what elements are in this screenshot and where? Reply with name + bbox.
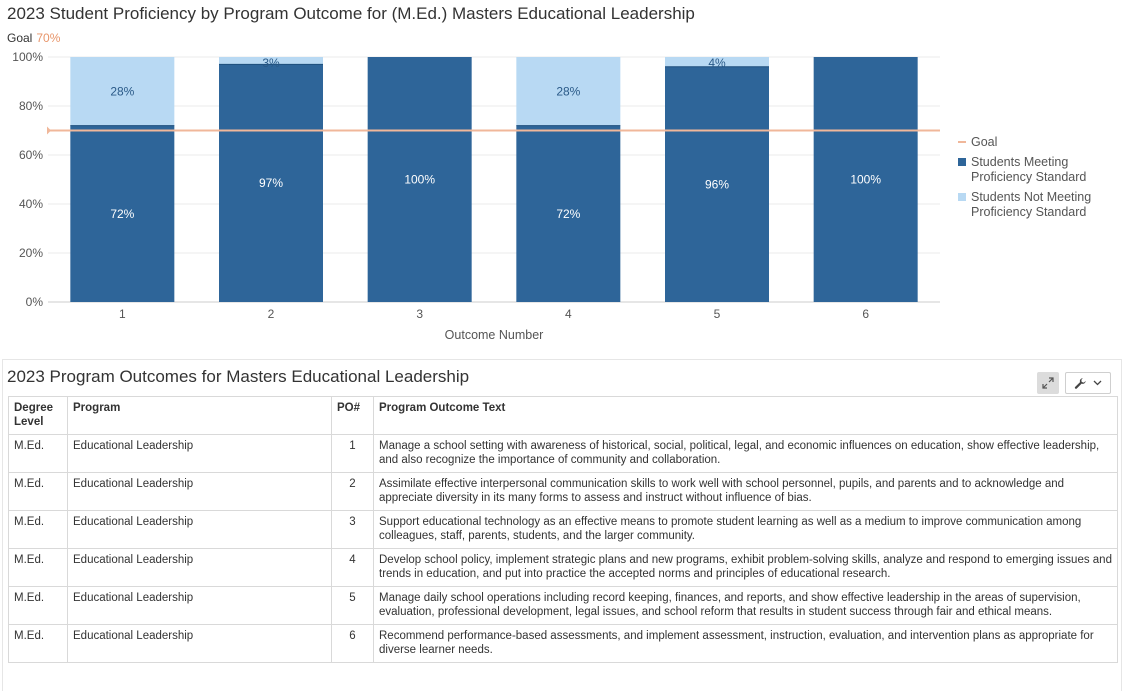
data-label-not-meeting: 28% bbox=[110, 84, 134, 98]
x-tick-label: 2 bbox=[268, 307, 275, 321]
bar-not-meeting bbox=[665, 57, 769, 67]
x-tick-label: 4 bbox=[565, 307, 572, 321]
legend-goal-label: Goal bbox=[971, 135, 997, 149]
cell-outcome-text: Assimilate effective interpersonal commu… bbox=[373, 472, 1118, 511]
cell-outcome-text: Manage daily school operations including… bbox=[373, 586, 1118, 625]
table-row: M.Ed. Educational Leadership 2 Assimilat… bbox=[8, 472, 1118, 511]
cell-po-number: 4 bbox=[331, 548, 374, 587]
header-po-number: PO# bbox=[331, 396, 374, 435]
cell-outcome-text: Manage a school setting with awareness o… bbox=[373, 434, 1118, 473]
legend-meeting-swatch bbox=[958, 158, 966, 166]
y-tick-label: 100% bbox=[12, 50, 43, 64]
outcomes-panel: 2023 Program Outcomes for Masters Educat… bbox=[2, 359, 1122, 691]
settings-menu-button[interactable] bbox=[1065, 372, 1111, 394]
y-tick-label: 20% bbox=[19, 246, 43, 260]
table-row: M.Ed. Educational Leadership 1 Manage a … bbox=[8, 434, 1118, 473]
y-tick-label: 80% bbox=[19, 99, 43, 113]
bar-not-meeting bbox=[516, 57, 621, 126]
x-tick-label: 3 bbox=[416, 307, 423, 321]
bar-meeting bbox=[70, 125, 175, 302]
data-label-not-meeting: 28% bbox=[556, 84, 580, 98]
goal-label: Goal bbox=[7, 31, 33, 45]
bar-meeting bbox=[219, 64, 323, 302]
cell-po-number: 1 bbox=[331, 434, 374, 473]
legend-label-line: Proficiency Standard bbox=[971, 205, 1086, 219]
cell-degree-level: M.Ed. bbox=[8, 472, 68, 511]
cell-program: Educational Leadership bbox=[67, 548, 332, 587]
table-header-row: Degree Level Program PO# Program Outcome… bbox=[8, 396, 1118, 435]
cell-po-number: 2 bbox=[331, 472, 374, 511]
legend-label-line: Students Meeting bbox=[971, 155, 1068, 169]
bar-meeting bbox=[367, 57, 472, 302]
cell-degree-level: M.Ed. bbox=[8, 434, 68, 473]
cell-degree-level: M.Ed. bbox=[8, 624, 68, 663]
cell-po-number: 3 bbox=[331, 510, 374, 549]
table-row: M.Ed. Educational Leadership 3 Support e… bbox=[8, 510, 1118, 549]
x-tick-label: 5 bbox=[714, 307, 721, 321]
bar-not-meeting bbox=[219, 57, 323, 65]
chart-title: 2023 Student Proficiency by Program Outc… bbox=[7, 4, 695, 23]
chevron-down-icon bbox=[1093, 380, 1102, 386]
table-row: M.Ed. Educational Leadership 5 Manage da… bbox=[8, 586, 1118, 625]
header-outcome-text: Program Outcome Text bbox=[373, 396, 1118, 435]
y-tick-label: 40% bbox=[19, 197, 43, 211]
bar-meeting bbox=[665, 66, 769, 302]
goal-summary: Goal 70% bbox=[7, 31, 60, 45]
wrench-icon bbox=[1074, 377, 1086, 389]
table-row: M.Ed. Educational Leadership 4 Develop s… bbox=[8, 548, 1118, 587]
x-axis-title: Outcome Number bbox=[445, 328, 544, 342]
table-title: 2023 Program Outcomes for Masters Educat… bbox=[7, 367, 470, 386]
x-tick-label: 1 bbox=[119, 307, 126, 321]
data-label-meeting: 72% bbox=[110, 207, 134, 221]
data-label-meeting: 100% bbox=[850, 173, 881, 187]
y-tick-label: 0% bbox=[26, 295, 44, 309]
cell-program: Educational Leadership bbox=[67, 434, 332, 473]
table-row: M.Ed. Educational Leadership 6 Recommend… bbox=[8, 624, 1118, 663]
data-label-meeting: 100% bbox=[404, 173, 435, 187]
bar-not-meeting bbox=[70, 57, 175, 126]
header-program: Program bbox=[67, 396, 332, 435]
data-label-meeting: 96% bbox=[705, 177, 729, 191]
legend-label-line: Proficiency Standard bbox=[971, 170, 1086, 184]
bar-meeting bbox=[813, 57, 918, 302]
x-tick-label: 6 bbox=[862, 307, 869, 321]
data-label-not-meeting: 3% bbox=[262, 56, 280, 70]
cell-outcome-text: Support educational technology as an eff… bbox=[373, 510, 1118, 549]
cell-program: Educational Leadership bbox=[67, 624, 332, 663]
cell-degree-level: M.Ed. bbox=[8, 586, 68, 625]
header-degree-level: Degree Level bbox=[8, 396, 68, 435]
cell-po-number: 5 bbox=[331, 586, 374, 625]
legend-not-meeting-swatch bbox=[958, 193, 966, 201]
data-label-not-meeting: 4% bbox=[708, 56, 726, 70]
proficiency-chart: 72% 28% 97% 3% 100% 72% 28% 96% 4% 100% 0% 20% 40% 6… bbox=[12, 50, 1091, 342]
cell-outcome-text: Develop school policy, implement strateg… bbox=[373, 548, 1118, 587]
cell-program: Educational Leadership bbox=[67, 510, 332, 549]
data-label-meeting: 72% bbox=[556, 207, 580, 221]
legend-not-meeting-label: Students Not Meeting Proficiency Standard bbox=[971, 190, 1091, 219]
cell-degree-level: M.Ed. bbox=[8, 510, 68, 549]
expand-icon bbox=[1042, 377, 1054, 389]
data-label-meeting: 97% bbox=[259, 176, 283, 190]
goal-value: 70% bbox=[36, 31, 61, 45]
outcomes-table: Degree Level Program PO# Program Outcome… bbox=[8, 396, 1118, 663]
cell-degree-level: M.Ed. bbox=[8, 548, 68, 587]
legend-meeting-label: Students Meeting Proficiency Standard bbox=[971, 155, 1086, 184]
y-tick-label: 60% bbox=[19, 148, 43, 162]
legend-label-line: Students Not Meeting bbox=[971, 190, 1091, 204]
cell-program: Educational Leadership bbox=[67, 586, 332, 625]
cell-program: Educational Leadership bbox=[67, 472, 332, 511]
cell-outcome-text: Recommend performance-based assessments,… bbox=[373, 624, 1118, 663]
bar-meeting bbox=[516, 125, 621, 302]
expand-button[interactable] bbox=[1037, 372, 1059, 394]
goal-marker bbox=[47, 126, 51, 135]
cell-po-number: 6 bbox=[331, 624, 374, 663]
